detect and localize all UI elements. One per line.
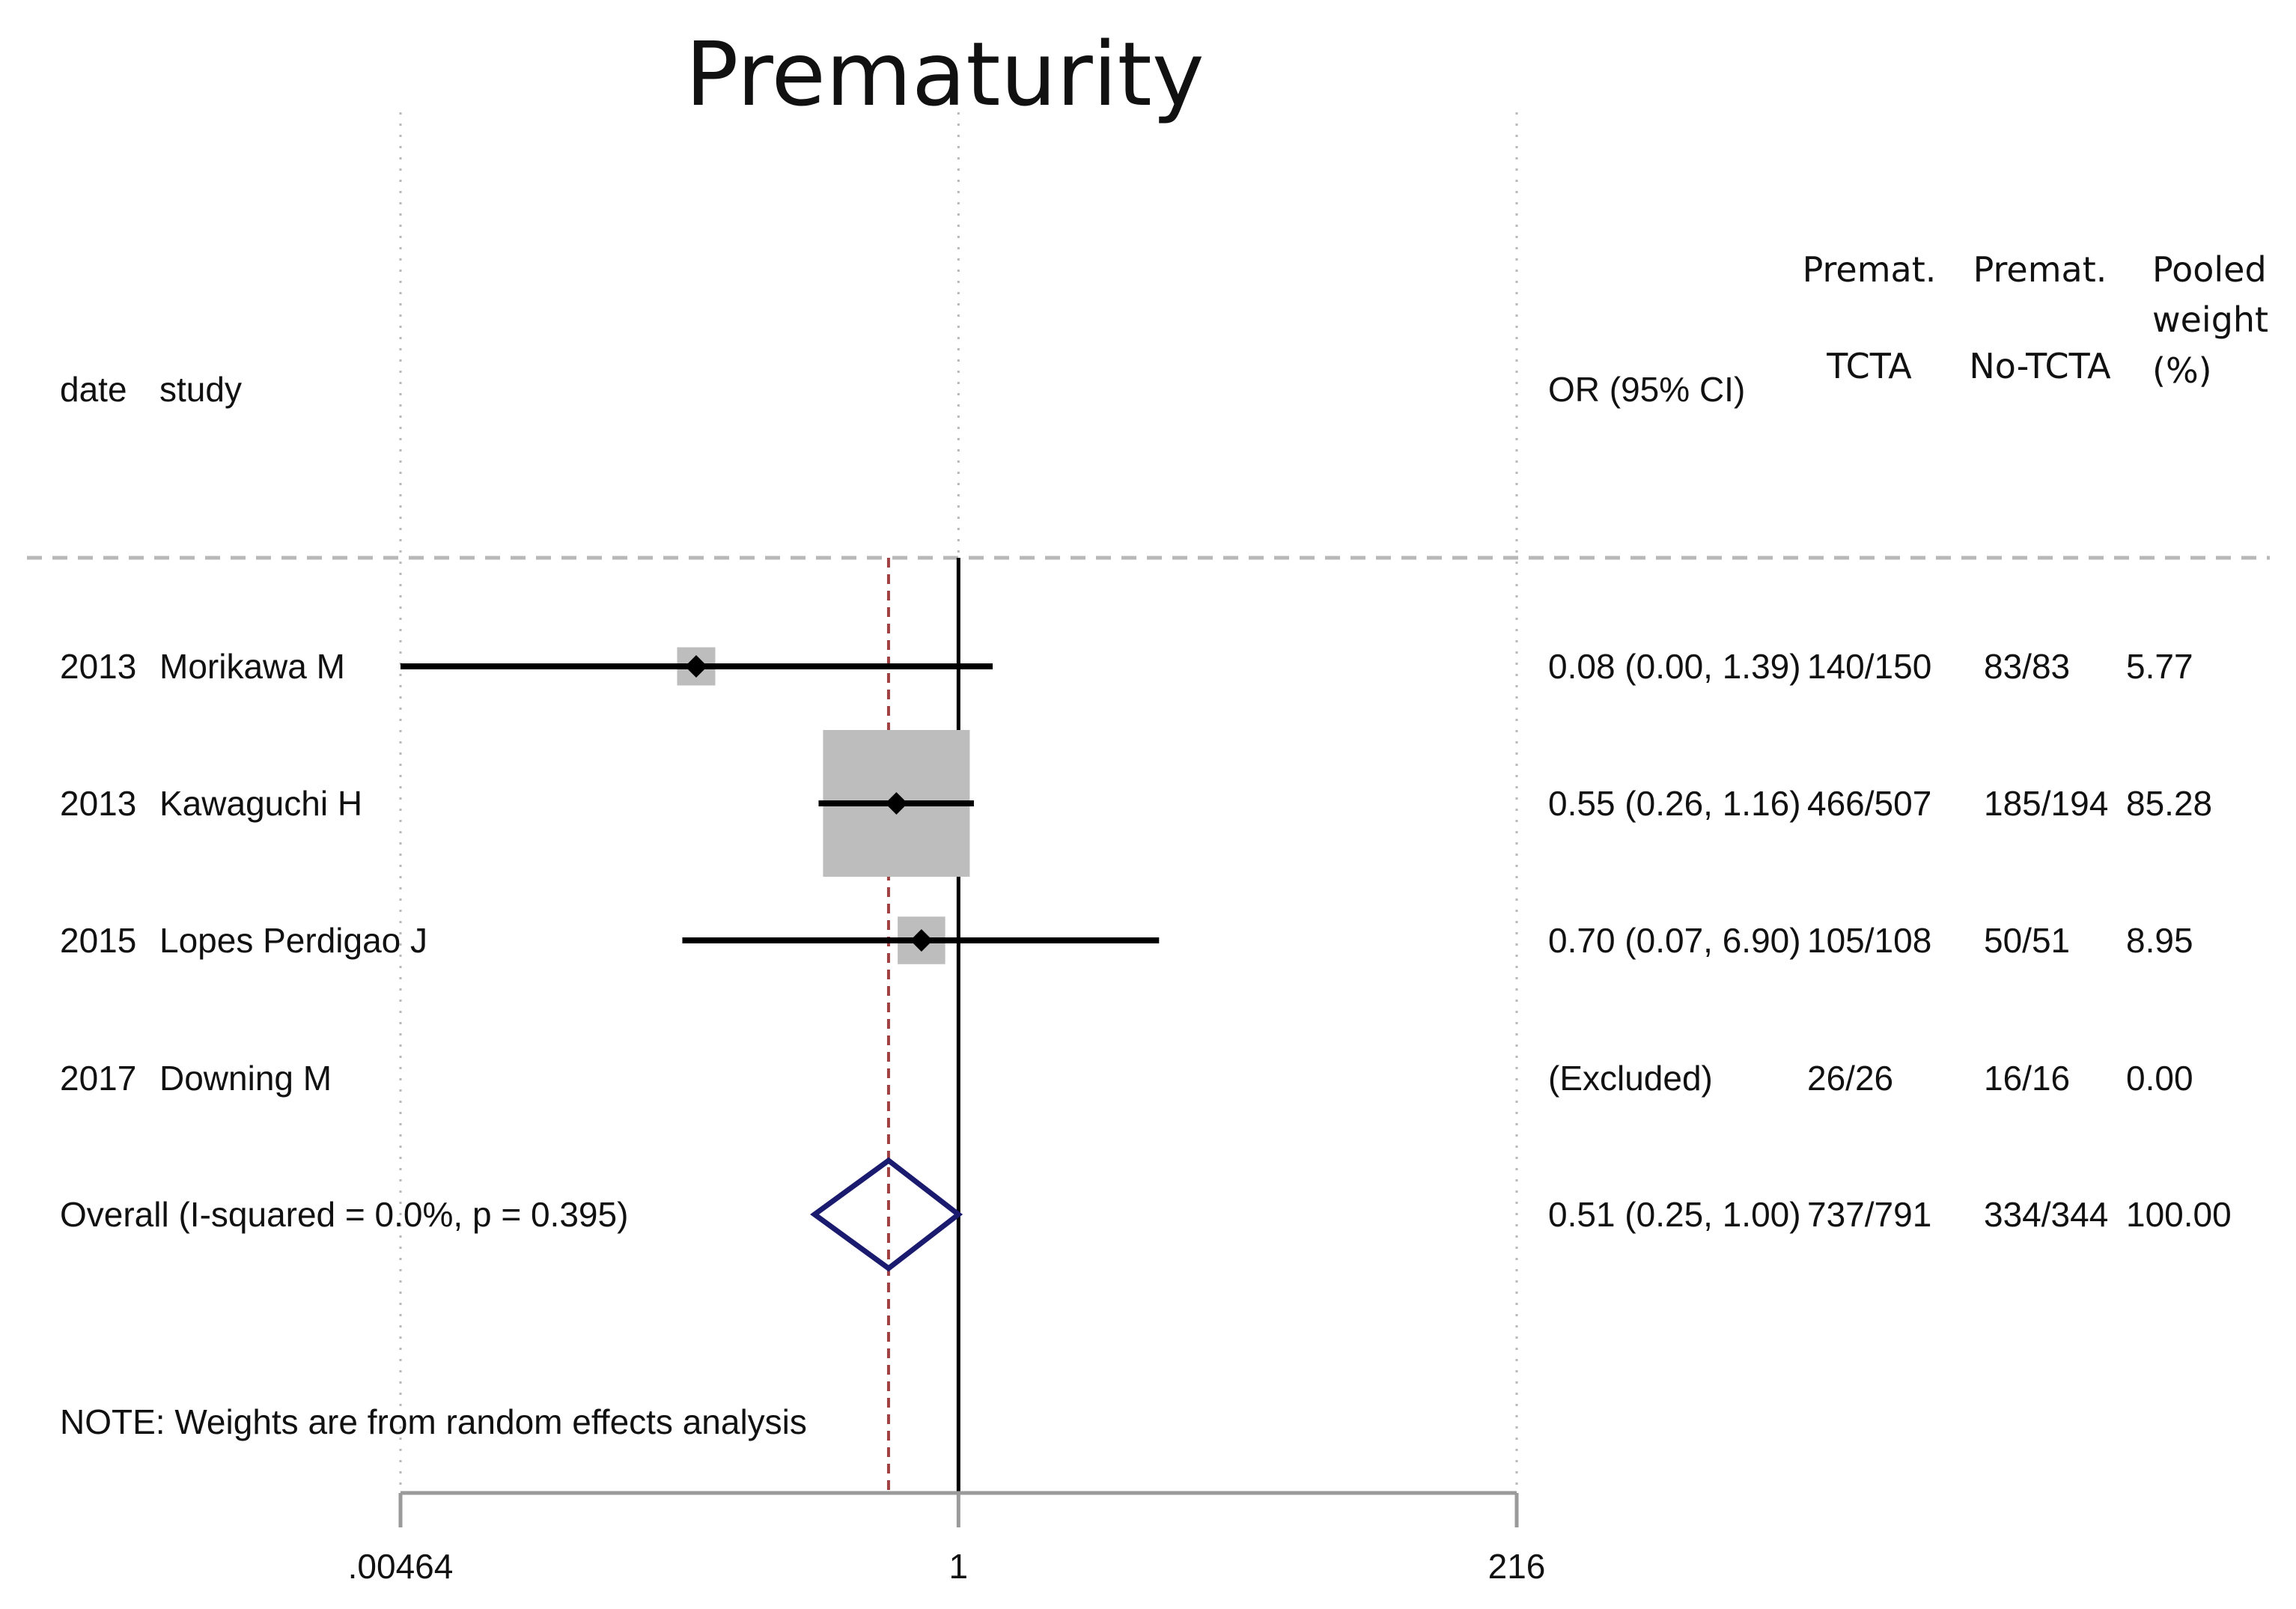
row-study: Downing M	[159, 1059, 332, 1098]
row-notcta: 185/194	[1984, 784, 2108, 823]
study-marks	[401, 647, 1160, 964]
overall-label: Overall (I-squared = 0.0%, p = 0.395)	[60, 1195, 628, 1234]
row-date: 2015	[60, 921, 136, 960]
header-tcta-line2: TCTA	[1826, 346, 1912, 386]
overall-weight: 100.00	[2126, 1195, 2232, 1234]
row-notcta: 83/83	[1984, 647, 2070, 686]
point-estimate	[684, 655, 707, 678]
overall-row: Overall (I-squared = 0.0%, p = 0.395) 0.5…	[60, 1157, 2232, 1272]
header-or: OR (95% CI)	[1548, 370, 1745, 409]
row-weight: 85.28	[2126, 784, 2212, 823]
header-weight-line1: Pooled	[2152, 249, 2267, 290]
row-date: 2013	[60, 647, 136, 686]
row-tcta: 466/507	[1807, 784, 1931, 823]
row-study: Morikawa M	[159, 647, 345, 686]
row-notcta: 50/51	[1984, 921, 2070, 960]
study-row: 2013 Morikawa M 0.08 (0.00, 1.39) 140/150 83…	[60, 647, 2193, 686]
study-row: 2013 Kawaguchi H 0.55 (0.26, 1.16) 466/507 1…	[60, 784, 2212, 823]
study-rows: 2013 Morikawa M 0.08 (0.00, 1.39) 140/150 83…	[60, 647, 2212, 1098]
x-tick-label: 216	[1488, 1547, 1546, 1586]
chart-title: Prematurity	[685, 22, 1204, 126]
row-or-ci: 0.08 (0.00, 1.39)	[1548, 647, 1801, 686]
point-estimate	[885, 792, 908, 815]
row-weight: 5.77	[2126, 647, 2193, 686]
study-row: 2015 Lopes Perdigao J 0.70 (0.07, 6.90) 105…	[60, 921, 2193, 960]
x-tick-label: .00464	[348, 1547, 454, 1586]
row-date: 2017	[60, 1059, 136, 1098]
header-notcta-line1: Premat.	[1973, 249, 2107, 290]
overall-diamond	[810, 1157, 963, 1272]
row-or-ci: 0.55 (0.26, 1.16)	[1548, 784, 1801, 823]
header-weight-line3: (%)	[2152, 350, 2212, 391]
row-or-ci: (Excluded)	[1548, 1059, 1713, 1098]
header-study: study	[159, 370, 242, 409]
header-tcta-line1: Premat.	[1803, 249, 1937, 290]
note-text: NOTE: Weights are from random effects an…	[60, 1402, 807, 1441]
row-tcta: 140/150	[1807, 647, 1931, 686]
overall-or-ci: 0.51 (0.25, 1.00)	[1548, 1195, 1801, 1234]
x-axis: .00464 1 216	[348, 1493, 1546, 1586]
row-study: Lopes Perdigao J	[159, 921, 427, 960]
row-weight: 0.00	[2126, 1059, 2193, 1098]
overall-notcta: 334/344	[1984, 1195, 2108, 1234]
row-weight: 8.95	[2126, 921, 2193, 960]
row-tcta: 105/108	[1807, 921, 1931, 960]
study-row: 2017 Downing M (Excluded) 26/26 16/16 0.00	[60, 1059, 2193, 1098]
overall-tcta: 737/791	[1807, 1195, 1931, 1234]
row-or-ci: 0.70 (0.07, 6.90)	[1548, 921, 1801, 960]
row-date: 2013	[60, 784, 136, 823]
row-study: Kawaguchi H	[159, 784, 362, 823]
point-estimate	[910, 929, 933, 952]
reference-lines	[886, 558, 960, 1493]
row-notcta: 16/16	[1984, 1059, 2070, 1098]
header-weight-line2: weight	[2152, 299, 2268, 340]
header-notcta-line2: No-TCTA	[1969, 346, 2111, 386]
header-date: date	[60, 370, 127, 409]
row-tcta: 26/26	[1807, 1059, 1893, 1098]
x-tick-label: 1	[949, 1547, 969, 1586]
